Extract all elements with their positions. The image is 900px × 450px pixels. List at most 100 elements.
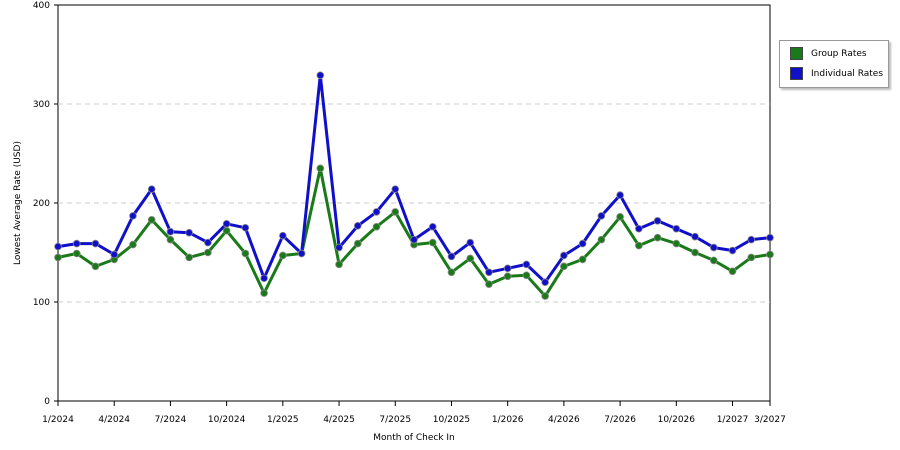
- x-axis-title: Month of Check In: [373, 433, 455, 443]
- legend-label-individual-rates: Individual Rates: [811, 69, 884, 79]
- data-point-individual-rates: [522, 260, 531, 269]
- x-tick-label: 1/2027: [717, 415, 749, 425]
- data-point-group-rates: [428, 238, 437, 247]
- data-point-group-rates: [241, 249, 250, 258]
- x-tick-label: 10/2026: [658, 415, 696, 425]
- x-tick-label: 4/2025: [323, 415, 355, 425]
- data-point-group-rates: [560, 262, 568, 271]
- data-point-individual-rates: [372, 208, 381, 216]
- data-point-group-rates: [129, 240, 137, 249]
- data-point-group-rates: [335, 260, 343, 269]
- x-tick-label: 4/2026: [548, 415, 580, 425]
- data-point-group-rates: [260, 289, 268, 297]
- data-point-individual-rates: [428, 222, 437, 231]
- axes: 0 100 200 300 400 1/2024 4/2024 7/2024 10/2024 1/…: [33, 1, 786, 425]
- data-point-group-rates: [54, 253, 62, 262]
- data-point-group-rates: [597, 235, 606, 244]
- grid-lines: [58, 103, 770, 303]
- data-point-individual-rates: [728, 246, 737, 255]
- data-point-individual-rates: [129, 212, 137, 220]
- data-point-individual-rates: [204, 238, 212, 247]
- y-tick-label: 300: [33, 100, 50, 110]
- y-axis-title: Lowest Average Rate (USD): [13, 141, 23, 265]
- y-tick-label: 100: [33, 298, 50, 308]
- data-point-individual-rates: [147, 185, 156, 193]
- legend-label-group-rates: Group Rates: [811, 49, 867, 59]
- x-tick-label: 7/2026: [604, 415, 636, 425]
- x-tick-label: 1/2025: [267, 415, 299, 425]
- data-point-individual-rates: [466, 238, 475, 247]
- x-tick-label: 3/2027: [754, 415, 786, 425]
- data-point-group-rates: [691, 248, 699, 257]
- data-point-individual-rates: [709, 243, 718, 252]
- data-point-individual-rates: [241, 223, 250, 232]
- x-tick-label: 7/2024: [155, 415, 187, 425]
- data-point-group-rates: [766, 250, 774, 259]
- data-point-group-rates: [72, 249, 81, 258]
- data-point-individual-rates: [691, 232, 699, 241]
- data-point-individual-rates: [541, 278, 549, 287]
- x-tick-label: 7/2025: [379, 415, 411, 425]
- individual-rates-swatch: [790, 67, 803, 80]
- data-point-individual-rates: [485, 268, 493, 277]
- data-point-group-rates: [578, 255, 587, 264]
- data-point-individual-rates: [766, 233, 774, 242]
- data-point-group-rates: [372, 222, 381, 231]
- data-point-individual-rates: [653, 217, 662, 225]
- data-point-group-rates: [522, 271, 531, 280]
- data-point-individual-rates: [616, 191, 624, 199]
- data-point-individual-rates: [672, 224, 681, 233]
- data-point-group-rates: [204, 248, 212, 257]
- data-point-group-rates: [391, 208, 400, 216]
- data-point-group-rates: [485, 280, 493, 288]
- x-tick-label: 1/2024: [42, 415, 74, 425]
- data-point-group-rates: [279, 251, 287, 260]
- data-point-individual-rates: [503, 264, 512, 273]
- data-point-individual-rates: [560, 251, 568, 260]
- data-point-group-rates: [185, 253, 193, 262]
- x-tick-label: 10/2024: [208, 415, 246, 425]
- data-point-individual-rates: [335, 243, 343, 252]
- series-lines: [54, 71, 774, 300]
- y-tick-label: 400: [33, 1, 50, 11]
- data-point-individual-rates: [110, 250, 119, 259]
- data-point-individual-rates: [353, 221, 362, 230]
- data-point-individual-rates: [185, 228, 193, 237]
- data-point-group-rates: [147, 216, 156, 224]
- x-tick-label: 4/2024: [98, 415, 130, 425]
- data-point-group-rates: [91, 262, 100, 271]
- data-point-individual-rates: [260, 274, 268, 283]
- data-point-group-rates: [616, 213, 624, 221]
- data-point-group-rates: [747, 253, 756, 262]
- data-point-group-rates: [447, 268, 456, 277]
- data-point-individual-rates: [597, 212, 606, 220]
- data-point-individual-rates: [578, 239, 587, 248]
- x-tick-label: 10/2025: [433, 415, 470, 425]
- data-point-individual-rates: [166, 227, 175, 236]
- data-point-individual-rates: [635, 224, 643, 233]
- data-point-group-rates: [503, 272, 512, 281]
- legend-item-group-rates: Group Rates: [790, 47, 867, 61]
- data-point-individual-rates: [91, 239, 100, 248]
- data-point-individual-rates: [410, 235, 418, 244]
- data-point-individual-rates: [747, 235, 756, 244]
- group-rates-swatch: [790, 47, 803, 60]
- data-point-group-rates: [541, 292, 549, 300]
- data-point-individual-rates: [316, 71, 325, 80]
- data-point-group-rates: [635, 241, 643, 250]
- data-point-individual-rates: [279, 231, 287, 240]
- data-point-individual-rates: [447, 252, 456, 261]
- data-point-group-rates: [222, 226, 231, 235]
- x-tick-label: 1/2026: [492, 415, 524, 425]
- data-point-group-rates: [466, 254, 475, 263]
- data-point-group-rates: [709, 256, 718, 265]
- data-point-individual-rates: [54, 242, 62, 251]
- legend: Group Rates Individual Rates: [779, 40, 889, 88]
- data-point-individual-rates: [297, 249, 306, 258]
- data-point-group-rates: [353, 239, 362, 248]
- legend-item-individual-rates: Individual Rates: [790, 67, 883, 81]
- data-point-group-rates: [166, 235, 175, 244]
- y-tick-label: 200: [33, 199, 50, 209]
- y-tick-label: 0: [44, 397, 50, 407]
